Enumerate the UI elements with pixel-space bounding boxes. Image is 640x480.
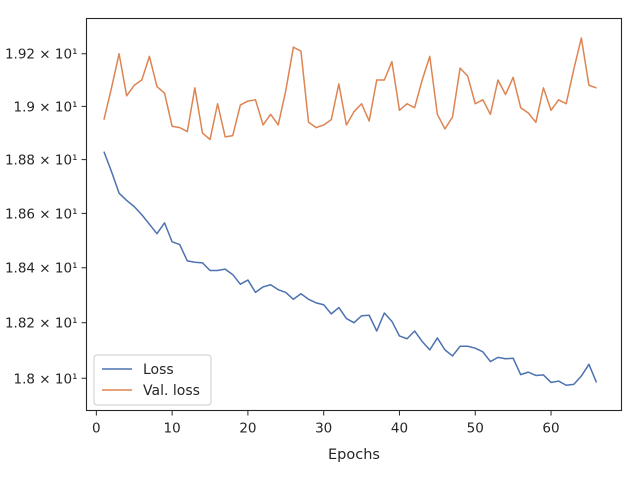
x-tick-label: 10 (164, 421, 181, 437)
y-tick-label: 1.8 × 10¹ (14, 371, 78, 387)
legend: Loss Val. loss (93, 354, 212, 406)
x-axis: 0 10 20 30 40 50 60 (92, 410, 560, 437)
series-line-loss (103, 151, 598, 387)
legend-box (93, 354, 212, 406)
legend-label-loss: Loss (143, 362, 174, 378)
x-tick-label: 0 (92, 421, 101, 437)
x-tick-label: 60 (542, 421, 559, 437)
x-tick-label: 40 (391, 421, 408, 437)
y-axis: 1.8 × 10¹ 1.82 × 10¹ 1.84 × 10¹ 1.86 × 10¹ 1… (5, 47, 87, 387)
y-tick-label: 1.92 × 10¹ (5, 47, 78, 63)
y-tick-label: 1.84 × 10¹ (5, 261, 78, 277)
x-tick-label: 50 (467, 421, 484, 437)
legend-label-val-loss: Val. loss (143, 383, 200, 399)
series-line-val-loss (103, 37, 597, 141)
x-tick-label: 20 (239, 421, 256, 437)
y-tick-label: 1.88 × 10¹ (5, 153, 78, 169)
y-tick-label: 1.86 × 10¹ (5, 206, 78, 222)
x-axis-label: Epochs (328, 447, 380, 463)
y-tick-label: 1.82 × 10¹ (5, 316, 78, 332)
y-tick-label: 1.9 × 10¹ (14, 99, 78, 115)
x-tick-label: 30 (315, 421, 332, 437)
series-layer (103, 37, 598, 387)
plot-frame (85, 17, 623, 412)
